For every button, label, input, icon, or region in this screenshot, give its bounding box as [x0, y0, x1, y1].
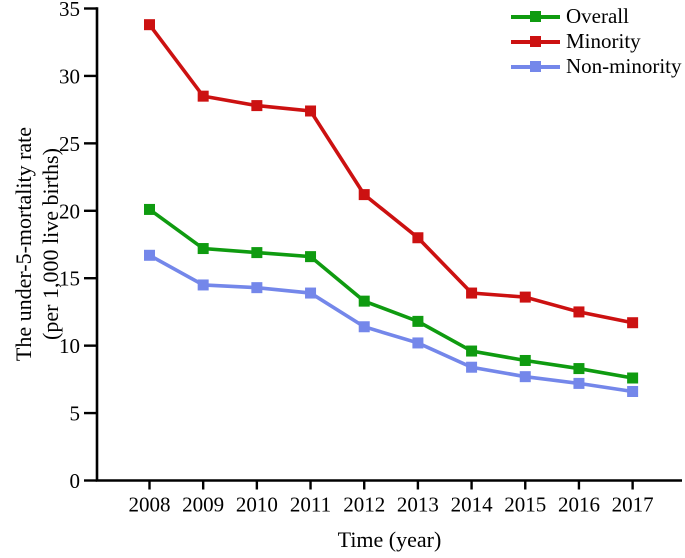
legend-label: Non-minority	[566, 54, 682, 78]
data-point-non-minority-2017	[627, 385, 639, 397]
y-tick-label: 10	[59, 334, 80, 358]
x-tick-label: 2013	[397, 493, 439, 517]
data-point-non-minority-2015	[519, 371, 531, 383]
series-line-overall	[148, 207, 633, 380]
data-point-minority-2008	[144, 19, 155, 31]
legend-label: Minority	[566, 29, 641, 53]
data-point-minority-2013	[412, 232, 424, 244]
legend-square-marker-icon	[530, 61, 541, 72]
legend-label: Overall	[566, 4, 629, 28]
y-tick-label: 35	[59, 0, 80, 21]
x-tick-label: 2011	[290, 493, 331, 517]
data-point-non-minority-2016	[573, 377, 585, 389]
data-point-non-minority-2008	[144, 249, 155, 261]
x-tick-label: 2016	[558, 493, 600, 517]
data-point-overall-2008	[144, 203, 155, 215]
data-point-minority-2012	[358, 189, 370, 201]
data-point-minority-2009	[197, 90, 209, 102]
legend-item-non-minority: Non-minority	[511, 54, 682, 79]
x-tick-label: 2009	[182, 493, 224, 517]
y-tick-label: 20	[59, 199, 80, 223]
legend-swatch-minority	[511, 29, 560, 54]
y-tick-label: 30	[59, 64, 80, 88]
y-tick-label: 0	[70, 469, 81, 493]
data-point-overall-2013	[412, 315, 424, 327]
data-point-minority-2017	[627, 317, 639, 329]
data-point-overall-2010	[251, 247, 263, 259]
data-point-minority-2016	[573, 306, 585, 318]
data-point-overall-2017	[627, 372, 639, 384]
data-point-non-minority-2013	[412, 337, 424, 349]
data-point-overall-2011	[305, 251, 317, 263]
data-point-non-minority-2010	[251, 282, 263, 294]
data-point-minority-2015	[519, 291, 531, 303]
series-line-minority	[148, 23, 633, 325]
x-tick-label: 2017	[612, 493, 654, 517]
data-point-minority-2014	[466, 287, 478, 299]
y-axis-title: The under-5-mortality rate (per 1,000 li…	[10, 4, 64, 484]
x-tick-label: 2008	[129, 493, 171, 517]
data-point-non-minority-2011	[305, 287, 317, 299]
y-axis-title-line1: The under-5-mortality rate	[11, 126, 36, 362]
data-point-overall-2012	[358, 295, 370, 307]
data-point-overall-2015	[519, 354, 531, 366]
legend-square-marker-icon	[530, 11, 541, 22]
x-tick-label: 2014	[451, 493, 494, 517]
data-point-non-minority-2014	[466, 361, 478, 373]
legend-item-minority: Minority	[511, 29, 682, 54]
y-tick-label: 5	[70, 402, 81, 426]
data-point-non-minority-2012	[358, 321, 370, 333]
legend-item-overall: Overall	[511, 4, 682, 29]
data-point-overall-2014	[466, 345, 478, 357]
x-axis-title: Time (year)	[337, 527, 442, 552]
y-axis-title-line2: (per 1,000 live births)	[38, 148, 63, 340]
data-point-minority-2010	[251, 100, 263, 112]
x-tick-label: 2012	[343, 493, 385, 517]
legend: Overall Minority Non-minority	[511, 4, 682, 79]
data-point-overall-2016	[573, 363, 585, 375]
data-point-non-minority-2009	[197, 279, 209, 291]
legend-swatch-non-minority	[511, 54, 560, 79]
y-tick-label: 25	[59, 132, 80, 156]
x-tick-label: 2015	[504, 493, 546, 517]
data-point-overall-2009	[197, 243, 209, 255]
legend-swatch-overall	[511, 4, 560, 29]
x-tick-label: 2010	[236, 493, 278, 517]
legend-square-marker-icon	[530, 36, 541, 47]
data-point-minority-2011	[305, 105, 317, 117]
series-line-non-minority	[148, 253, 633, 394]
y-tick-label: 15	[59, 267, 80, 291]
